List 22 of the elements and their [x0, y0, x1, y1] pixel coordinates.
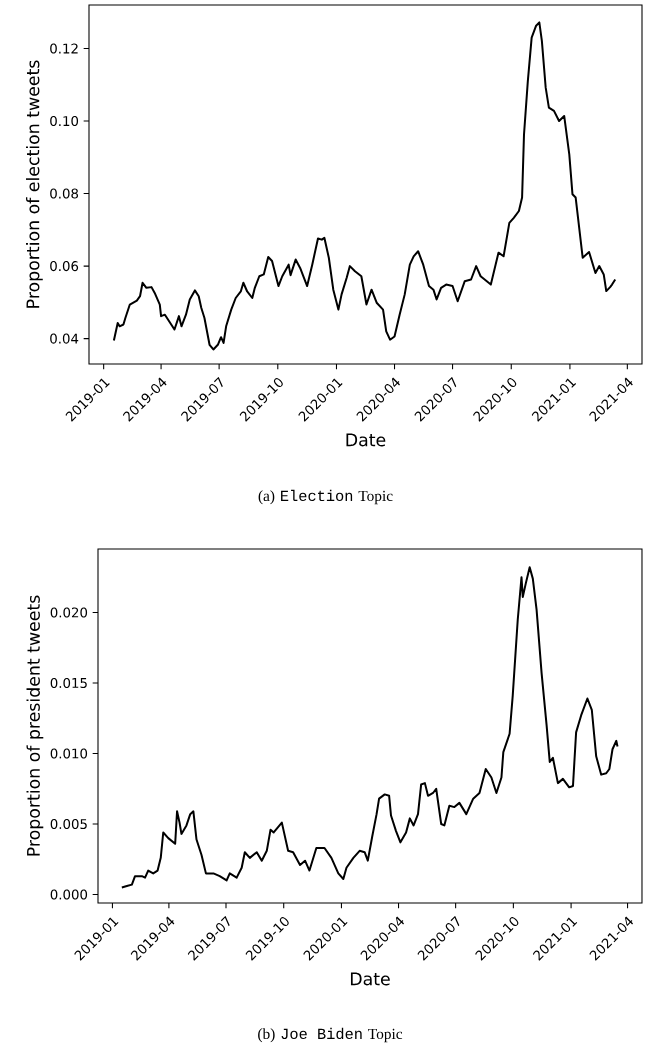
line-series: [112, 21, 617, 351]
x-axis-title: Date: [350, 972, 390, 986]
y-tick-label: 0.020: [50, 607, 88, 618]
y-axis-title: Proportion of election tweets: [26, 60, 43, 308]
text: Joe Biden: [281, 1027, 362, 1040]
y-tick-label: 0.10: [50, 115, 79, 127]
x-axis-title: Date: [346, 433, 386, 447]
text: (a): [258, 490, 275, 505]
y-tick-label: 0.010: [50, 748, 88, 759]
y-tick-label: 0.12: [50, 43, 78, 54]
line-series: [120, 566, 619, 889]
text: Election: [281, 489, 353, 502]
text: (b): [258, 1028, 275, 1043]
y-tick-label: 0.06: [50, 261, 79, 272]
y-tick-label: 0.000: [50, 889, 88, 900]
y-tick-label: 0.08: [50, 188, 79, 199]
y-tick-label: 0.005: [50, 818, 87, 830]
y-tick-label: 0.04: [50, 333, 79, 344]
text: Topic: [358, 490, 393, 505]
y-axis-title: Proportion of president tweets: [26, 595, 44, 856]
y-tick-label: 0.015: [50, 677, 87, 689]
text: Topic: [368, 1028, 403, 1043]
